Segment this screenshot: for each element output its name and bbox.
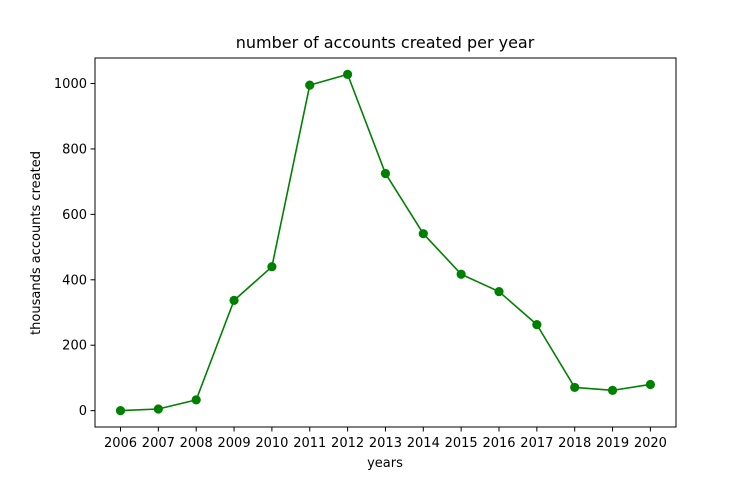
data-point <box>267 262 277 272</box>
x-tick-label: 2018 <box>558 436 591 451</box>
y-tick-label: 800 <box>62 142 87 157</box>
y-tick-label: 0 <box>79 404 87 419</box>
x-tick-label: 2015 <box>445 436 478 451</box>
data-point <box>494 286 504 297</box>
data-point <box>380 168 391 179</box>
data-point <box>305 80 315 90</box>
x-axis-label: years <box>367 456 403 471</box>
y-tick-label: 200 <box>62 339 87 354</box>
data-point <box>607 385 618 395</box>
x-axis: 2006 2007 2008 2009 2010 2011 2012 2013 2014 2015… <box>104 427 667 451</box>
y-tick-label: 600 <box>62 208 87 223</box>
x-tick-label: 2007 <box>142 436 175 451</box>
x-tick-label: 2008 <box>180 436 213 451</box>
chart-title: number of accounts created per year <box>236 33 535 52</box>
data-point <box>532 320 542 330</box>
y-axis-label: thousands accounts created <box>29 151 44 335</box>
x-tick-label: 2012 <box>331 436 364 451</box>
plot-area <box>94 57 677 428</box>
data-point <box>418 229 428 239</box>
x-tick-label: 2019 <box>596 436 629 451</box>
x-tick-label: 2010 <box>255 436 288 451</box>
data-point <box>229 295 239 306</box>
data-point <box>115 406 126 416</box>
series-group <box>115 69 656 416</box>
data-point <box>456 269 466 279</box>
x-tick-label: 2016 <box>482 436 515 451</box>
data-point <box>191 395 201 405</box>
x-tick-label: 2020 <box>634 436 667 451</box>
y-tick-label: 1000 <box>54 77 87 92</box>
y-axis: 0 200 400 600 800 1000 <box>54 77 95 419</box>
x-tick-label: 2013 <box>369 436 402 451</box>
x-tick-label: 2006 <box>104 436 137 451</box>
series-line <box>120 73 651 412</box>
data-point <box>570 382 580 393</box>
x-tick-label: 2009 <box>218 436 251 451</box>
x-tick-label: 2014 <box>407 436 440 451</box>
data-point <box>343 69 353 79</box>
x-tick-label: 2011 <box>293 436 326 451</box>
x-tick-label: 2017 <box>520 436 553 451</box>
data-point <box>153 404 163 414</box>
y-tick-label: 400 <box>62 273 87 288</box>
data-point <box>645 379 656 390</box>
